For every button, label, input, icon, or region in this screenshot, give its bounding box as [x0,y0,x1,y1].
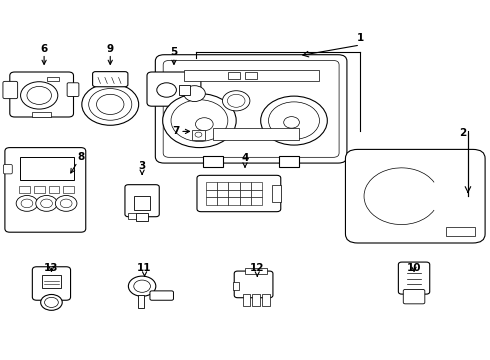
Circle shape [89,89,132,120]
Circle shape [284,117,299,128]
FancyBboxPatch shape [163,60,339,157]
Bar [42,275,61,288]
Bar [206,190,217,197]
Bar [240,190,251,197]
FancyBboxPatch shape [3,81,18,99]
Circle shape [163,94,236,148]
Bar [32,112,51,117]
Bar [134,196,150,210]
Bar [49,186,59,193]
FancyBboxPatch shape [345,149,485,243]
Bar [217,197,228,205]
Text: 4: 4 [241,153,249,167]
Circle shape [82,84,139,125]
Bar [228,197,240,205]
Circle shape [184,86,205,102]
Circle shape [227,94,245,107]
FancyBboxPatch shape [403,289,425,304]
FancyBboxPatch shape [125,185,159,217]
FancyBboxPatch shape [155,55,347,163]
Circle shape [97,94,124,114]
FancyBboxPatch shape [10,72,74,117]
Bar [206,197,217,205]
Bar [206,182,217,190]
Bar [228,190,240,197]
Circle shape [222,91,250,111]
Circle shape [128,276,156,296]
Text: 7: 7 [172,126,190,136]
Text: 3: 3 [139,161,146,174]
Bar [228,72,240,79]
FancyBboxPatch shape [398,262,430,294]
Circle shape [41,199,52,208]
Text: 10: 10 [407,263,421,273]
Circle shape [21,199,33,208]
Circle shape [21,82,58,109]
Bar [272,185,281,202]
Circle shape [41,294,62,310]
Bar [20,157,74,180]
FancyBboxPatch shape [150,291,173,300]
Circle shape [171,100,228,141]
Circle shape [16,195,38,211]
Text: 1: 1 [357,33,364,43]
FancyBboxPatch shape [147,72,201,106]
Text: 5: 5 [171,47,177,64]
Circle shape [27,86,51,104]
FancyBboxPatch shape [93,72,128,87]
FancyBboxPatch shape [32,267,71,300]
Circle shape [157,83,176,97]
Bar [138,295,144,308]
FancyBboxPatch shape [234,271,273,298]
Bar [446,227,475,236]
Bar [217,182,228,190]
FancyBboxPatch shape [3,165,12,174]
Bar [128,213,136,219]
Circle shape [196,118,213,131]
Bar [240,182,251,190]
Circle shape [134,280,150,292]
Bar [192,130,205,140]
Circle shape [36,195,57,211]
Text: 9: 9 [107,44,114,64]
Text: 13: 13 [44,263,59,273]
Circle shape [60,199,72,208]
Bar [19,186,30,193]
Circle shape [269,102,319,139]
Circle shape [55,195,77,211]
Bar [63,186,74,193]
Text: 11: 11 [137,263,152,276]
Text: 8: 8 [71,152,84,173]
FancyBboxPatch shape [5,148,86,232]
Bar [279,156,299,167]
Circle shape [261,96,327,145]
Bar [47,77,59,81]
Bar [251,190,262,197]
Bar [252,294,260,306]
Bar [243,294,250,306]
Text: 2: 2 [460,128,466,138]
Circle shape [45,297,58,307]
Bar [233,282,239,290]
Bar [245,268,267,274]
Bar [136,213,148,221]
Bar [245,72,257,79]
Bar [34,186,45,193]
Bar [213,128,299,140]
Bar [179,85,190,95]
Bar [184,70,318,81]
Circle shape [195,132,202,137]
Bar [203,156,223,167]
FancyBboxPatch shape [67,83,79,96]
Bar [240,197,251,205]
Bar [262,294,270,306]
FancyBboxPatch shape [185,124,212,145]
FancyBboxPatch shape [197,175,281,212]
Bar [251,182,262,190]
Text: 6: 6 [41,44,48,64]
Bar [217,190,228,197]
Bar [228,182,240,190]
Text: 12: 12 [250,263,265,276]
Bar [251,197,262,205]
